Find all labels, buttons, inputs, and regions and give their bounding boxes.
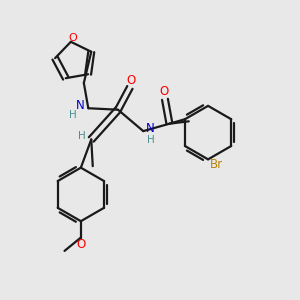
Text: N: N xyxy=(146,122,155,135)
Text: Br: Br xyxy=(210,158,223,171)
Text: H: H xyxy=(147,135,155,145)
Text: O: O xyxy=(160,85,169,98)
Text: O: O xyxy=(76,238,86,250)
Text: O: O xyxy=(127,74,136,87)
Text: H: H xyxy=(69,110,77,120)
Text: H: H xyxy=(78,131,85,141)
Text: N: N xyxy=(76,99,84,112)
Text: O: O xyxy=(68,33,77,43)
